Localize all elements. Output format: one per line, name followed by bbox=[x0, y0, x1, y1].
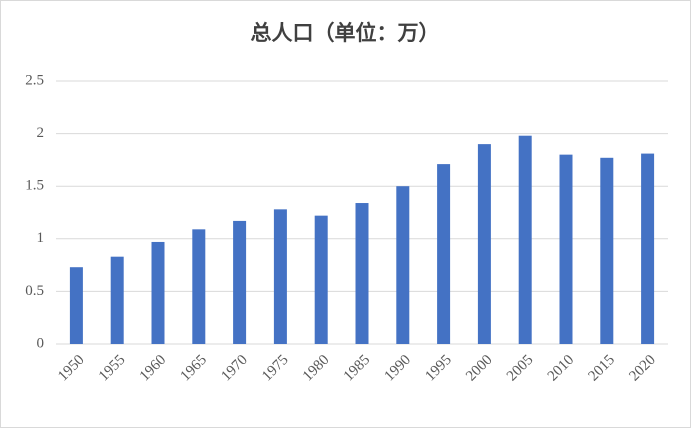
y-tick-label: 1.5 bbox=[25, 178, 44, 194]
bar bbox=[192, 229, 206, 344]
bar bbox=[69, 267, 83, 344]
y-tick-label: 2.5 bbox=[25, 72, 44, 88]
y-tick-label: 2 bbox=[37, 125, 45, 141]
bar bbox=[518, 135, 532, 344]
bar bbox=[110, 256, 124, 344]
y-tick-label: 1 bbox=[37, 230, 45, 246]
bar bbox=[559, 154, 573, 344]
bar bbox=[151, 241, 165, 344]
bar bbox=[314, 215, 328, 344]
bar bbox=[233, 220, 247, 344]
chart-title: 总人口（单位：万） bbox=[251, 21, 440, 45]
bar bbox=[600, 157, 614, 344]
y-tick-label: 0.5 bbox=[25, 283, 44, 299]
bar bbox=[641, 153, 655, 344]
bar bbox=[273, 209, 287, 344]
bar bbox=[355, 203, 369, 344]
bar bbox=[477, 144, 491, 344]
bar bbox=[396, 186, 410, 344]
y-tick-label: 0 bbox=[37, 335, 45, 351]
bar bbox=[437, 164, 451, 344]
